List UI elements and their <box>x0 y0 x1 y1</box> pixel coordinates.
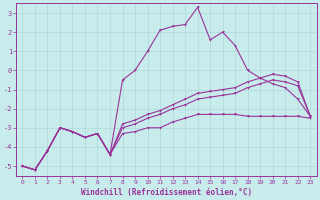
X-axis label: Windchill (Refroidissement éolien,°C): Windchill (Refroidissement éolien,°C) <box>81 188 252 197</box>
